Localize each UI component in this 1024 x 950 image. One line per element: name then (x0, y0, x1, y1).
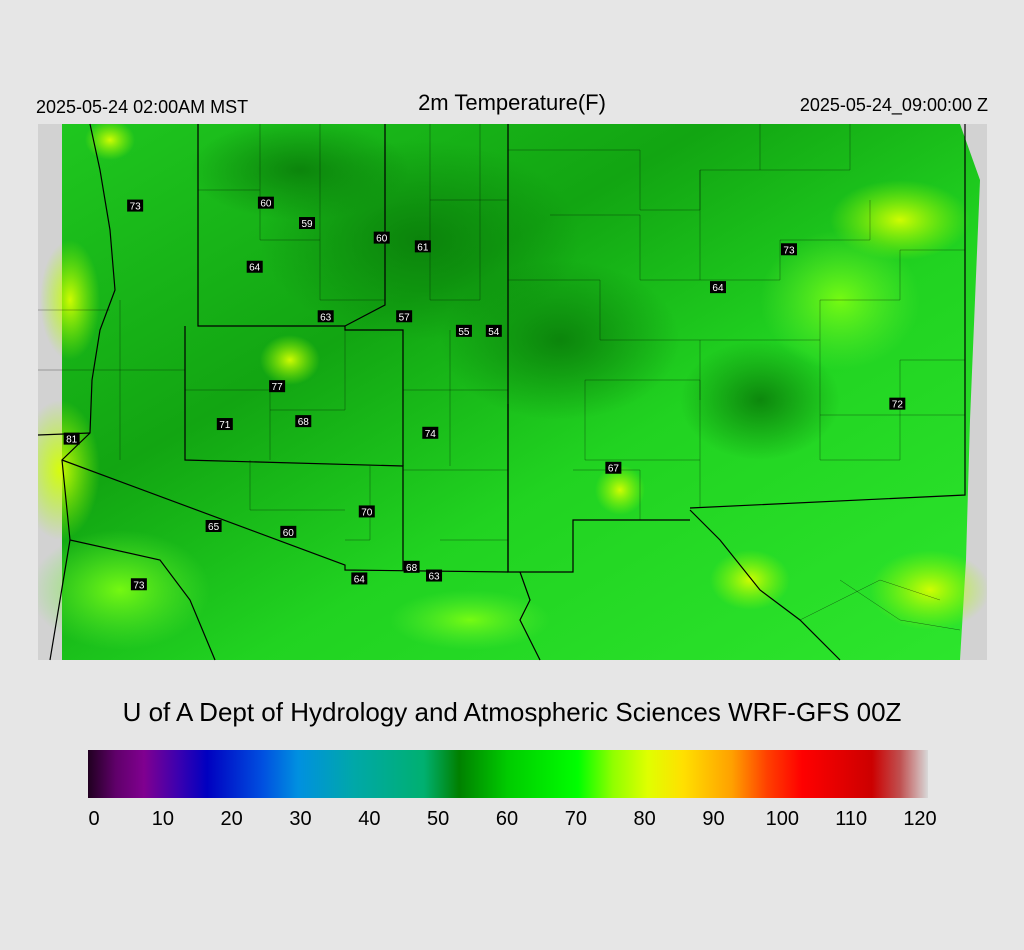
colorbar-tick-label: 90 (702, 808, 725, 830)
valid-time-utc: 2025-05-24_09:00:00 Z (799, 95, 988, 115)
colorbar-tick-label: 0 (88, 808, 100, 830)
colorbar-tick-label: 10 (151, 808, 174, 830)
station-value: 81 (66, 435, 78, 446)
station-label: 64 (246, 260, 263, 274)
colorbar-tick-label: 30 (289, 808, 312, 830)
station-label: 68 (295, 415, 312, 428)
station-label: 57 (396, 310, 413, 323)
colorbar-tick-label: 40 (358, 808, 381, 830)
station-label: 73 (780, 243, 797, 256)
station-label: 72 (889, 397, 906, 411)
map-title: 2m Temperature(F) (418, 90, 606, 115)
station-label: 77 (269, 380, 286, 393)
station-label: 55 (455, 324, 472, 338)
station-value: 65 (208, 522, 220, 533)
station-value: 71 (219, 420, 231, 431)
temperature-colorbar (88, 750, 928, 798)
colorbar-tick-label: 20 (220, 808, 243, 830)
colorbar-tick-label: 60 (495, 808, 519, 830)
model-credit: U of A Dept of Hydrology and Atmospheric… (122, 697, 902, 727)
station-label: 59 (299, 217, 316, 230)
station-value: 77 (272, 382, 284, 393)
station-label: 54 (485, 324, 502, 338)
station-value: 67 (608, 464, 620, 475)
colorbar-tick-label: 120 (903, 808, 937, 830)
station-value: 68 (406, 563, 418, 574)
colorbar-tick-label: 50 (427, 808, 450, 830)
station-label: 60 (373, 231, 390, 245)
station-value: 57 (399, 312, 411, 323)
station-label: 65 (205, 520, 222, 533)
station-value: 54 (488, 327, 500, 338)
colorbar-gradient (88, 750, 928, 798)
station-label: 64 (351, 572, 368, 585)
colorbar-tick-label: 110 (835, 808, 868, 830)
station-value: 59 (301, 219, 313, 230)
station-label: 60 (280, 525, 297, 539)
station-value: 64 (249, 263, 261, 274)
station-value: 60 (260, 199, 272, 210)
station-value: 74 (425, 429, 437, 440)
state-boundaries (37, 123, 966, 661)
station-value: 60 (283, 528, 295, 539)
station-label: 68 (403, 560, 420, 574)
station-label: 70 (358, 505, 375, 518)
colorbar-ticks: 0 10 20 30 40 50 60 70 80 90 100 110 120 (0, 808, 1024, 838)
station-labels: 73 60 59 60 61 64 63 57 55 54 77 71 68 74 81 70 65 60 68 64… (63, 196, 906, 591)
colorbar-tick-label: 100 (765, 808, 800, 830)
colorbar-tick-label: 70 (564, 808, 587, 830)
station-value: 72 (892, 400, 904, 411)
station-label: 73 (127, 199, 144, 213)
station-label: 74 (422, 426, 439, 440)
station-label: 67 (605, 461, 622, 475)
station-label: 64 (709, 281, 726, 294)
station-value: 63 (320, 312, 332, 323)
station-value: 60 (376, 234, 388, 245)
station-value: 70 (361, 507, 373, 518)
station-label: 81 (63, 432, 80, 446)
station-value: 55 (458, 327, 470, 338)
station-label: 61 (414, 240, 431, 253)
station-label: 71 (216, 418, 233, 431)
station-value: 63 (428, 572, 440, 583)
station-value: 64 (712, 283, 724, 294)
station-value: 73 (130, 202, 142, 213)
station-label: 63 (426, 569, 443, 583)
station-value: 73 (783, 245, 795, 256)
station-label: 60 (257, 196, 274, 210)
temperature-map: 73 60 59 60 61 64 63 57 55 54 77 71 68 74 81 70 65 60 68 64… (37, 123, 987, 661)
station-label: 63 (317, 310, 334, 323)
station-value: 73 (133, 580, 145, 591)
station-value: 64 (354, 574, 366, 585)
station-value: 68 (298, 417, 310, 428)
colorbar-tick-label: 80 (633, 808, 656, 830)
station-label: 73 (130, 578, 147, 591)
valid-time-local: 2025-05-24 02:00AM MST (36, 97, 249, 117)
temperature-field (38, 124, 987, 660)
station-value: 61 (417, 242, 429, 253)
